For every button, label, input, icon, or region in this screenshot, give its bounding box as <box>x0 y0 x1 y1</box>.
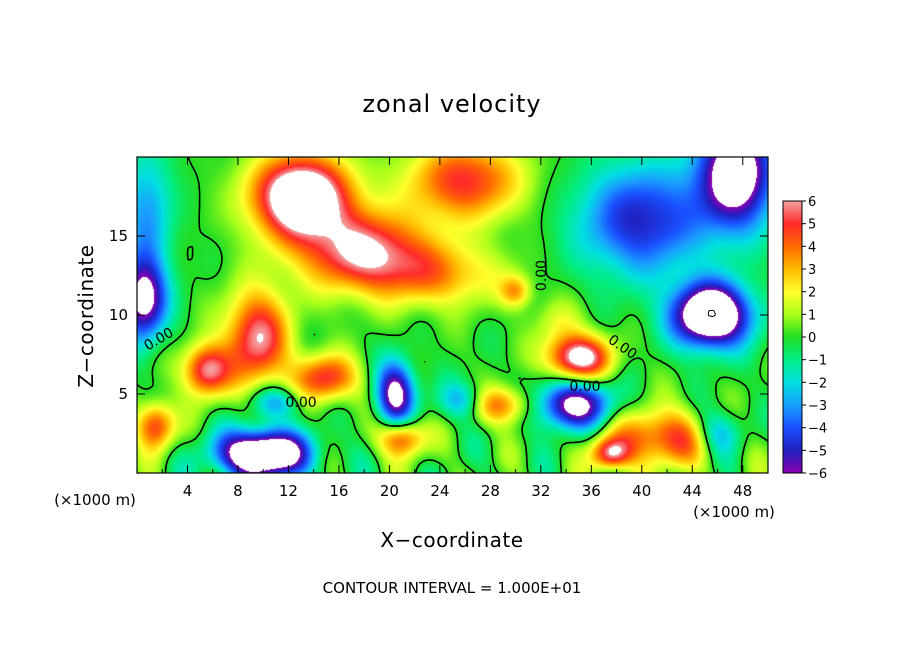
colorbar-tick-label: −4 <box>808 422 827 437</box>
x-tick-label: 16 <box>329 482 348 500</box>
contour-label: 0.00 <box>569 379 600 395</box>
colorbar: 6 5 4 3 2 1 0 −1 −2 −3 −4 −5 −6 <box>782 195 827 482</box>
x-tick-label: 32 <box>531 482 550 500</box>
colorbar-tick-label: 0 <box>808 331 816 346</box>
x-tick-label: 44 <box>683 482 702 500</box>
x-axis-label: X−coordinate <box>380 528 523 552</box>
x-tick-label: 28 <box>481 482 500 500</box>
contour-zero <box>137 157 768 473</box>
colorbar-tick-label: −5 <box>808 444 827 459</box>
y-tick-label: 10 <box>109 306 128 324</box>
colorbar-ticks: 6 5 4 3 2 1 0 −1 −2 −3 −4 −5 −6 <box>802 195 827 482</box>
x-tick-label: 12 <box>279 482 298 500</box>
y-axis-label: Z−coordinate <box>74 244 98 387</box>
x-tick-label: 24 <box>430 482 449 500</box>
x-tick-label: 20 <box>380 482 399 500</box>
contour-labels: 0.000.000.000.000.00 <box>141 260 639 411</box>
colorbar-tick-label: 2 <box>808 286 816 301</box>
contour-lines <box>137 157 768 473</box>
colorbar-tick-label: −3 <box>808 399 827 414</box>
y-tick-label: 5 <box>118 385 128 403</box>
colorbar-tick-label: 6 <box>808 195 816 210</box>
colorbar-tick-label: 4 <box>808 240 816 255</box>
x-axis-ticks: 4 8 12 16 20 24 28 32 36 40 44 48 <box>161 157 752 500</box>
colorbar-tick-label: −2 <box>808 376 827 391</box>
x-tick-label: 4 <box>183 482 193 500</box>
contour-interval-note: CONTOUR INTERVAL = 1.000E+01 <box>323 579 582 597</box>
y-axis-ticks: 5 10 15 <box>109 227 768 403</box>
x-unit-left: (×1000 m) <box>54 491 136 509</box>
colorbar-fill <box>782 200 803 474</box>
contour-label: 0.00 <box>534 260 550 291</box>
colorbar-tick-label: −6 <box>808 467 827 482</box>
y-tick-label: 15 <box>109 227 128 245</box>
x-tick-label: 8 <box>233 482 243 500</box>
colorbar-tick-label: 5 <box>808 218 816 233</box>
contour-negative <box>707 309 716 318</box>
contour-label: 0.00 <box>285 395 316 411</box>
x-tick-label: 36 <box>582 482 601 500</box>
colorbar-tick-label: −1 <box>808 354 827 369</box>
field-heatmap: 0.000.000.000.000.00 <box>137 157 768 473</box>
x-tick-label: 40 <box>632 482 651 500</box>
colorbar-tick-label: 1 <box>808 308 816 323</box>
x-tick-label: 48 <box>733 482 752 500</box>
colorbar-tick-label: 3 <box>808 263 816 278</box>
x-unit-right: (×1000 m) <box>693 503 775 521</box>
chart-title: zonal velocity <box>362 90 541 118</box>
heatmap-raster <box>137 157 768 473</box>
